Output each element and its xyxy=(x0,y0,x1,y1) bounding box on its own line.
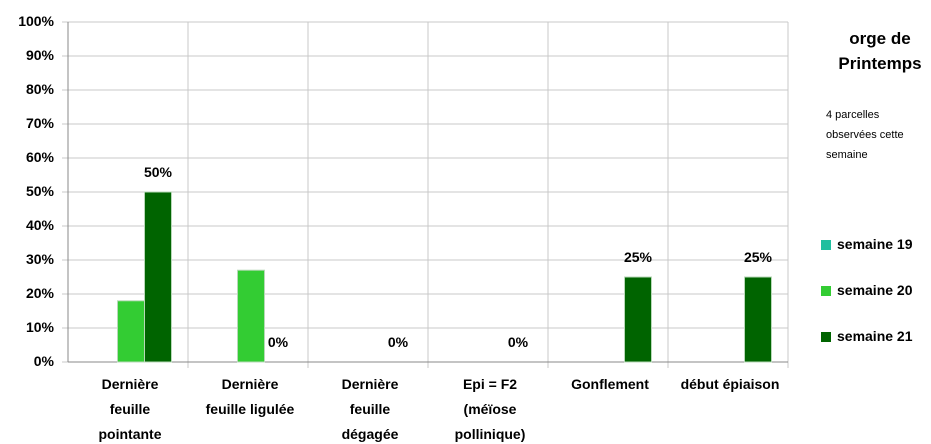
y-tick-label: 40% xyxy=(26,217,55,233)
x-tick-label: début épiaison xyxy=(681,376,780,392)
data-label: 50% xyxy=(144,164,173,180)
y-tick-label: 10% xyxy=(26,319,55,335)
legend-swatch xyxy=(821,332,831,342)
x-tick-label: Epi = F2 (méïose pollinique) xyxy=(455,376,526,442)
y-tick-label: 80% xyxy=(26,81,55,97)
x-tick-label: Dernière feuille pointante xyxy=(99,376,162,442)
data-label: 0% xyxy=(388,334,409,350)
bar xyxy=(624,276,652,363)
legend-label: semaine 20 xyxy=(837,282,913,298)
y-tick-label: 50% xyxy=(26,183,55,199)
y-tick-label: 60% xyxy=(26,149,55,165)
data-label: 25% xyxy=(744,249,773,265)
bar xyxy=(237,269,265,363)
x-tick-label: Gonflement xyxy=(571,376,649,392)
chart-subtitle: 4 parcelles observées cette semaine xyxy=(826,109,904,161)
bar xyxy=(117,300,145,363)
y-tick-label: 100% xyxy=(18,13,54,29)
bar xyxy=(744,276,772,363)
bar xyxy=(144,191,172,363)
legend-label: semaine 21 xyxy=(837,328,913,344)
y-tick-label: 30% xyxy=(26,251,55,267)
legend-label: semaine 19 xyxy=(837,236,913,252)
x-tick-label: Dernière feuille dégagée xyxy=(342,376,399,442)
legend-swatch xyxy=(821,240,831,250)
data-label: 0% xyxy=(508,334,529,350)
legend-swatch xyxy=(821,286,831,296)
y-tick-label: 70% xyxy=(26,115,55,131)
x-tick-label: Dernière feuille ligulée xyxy=(206,376,295,417)
y-tick-label: 90% xyxy=(26,47,55,63)
y-tick-label: 0% xyxy=(34,353,55,369)
y-tick-label: 20% xyxy=(26,285,55,301)
data-label: 0% xyxy=(268,334,289,350)
data-label: 25% xyxy=(624,249,653,265)
chart-title: orge de Printemps xyxy=(838,29,921,73)
